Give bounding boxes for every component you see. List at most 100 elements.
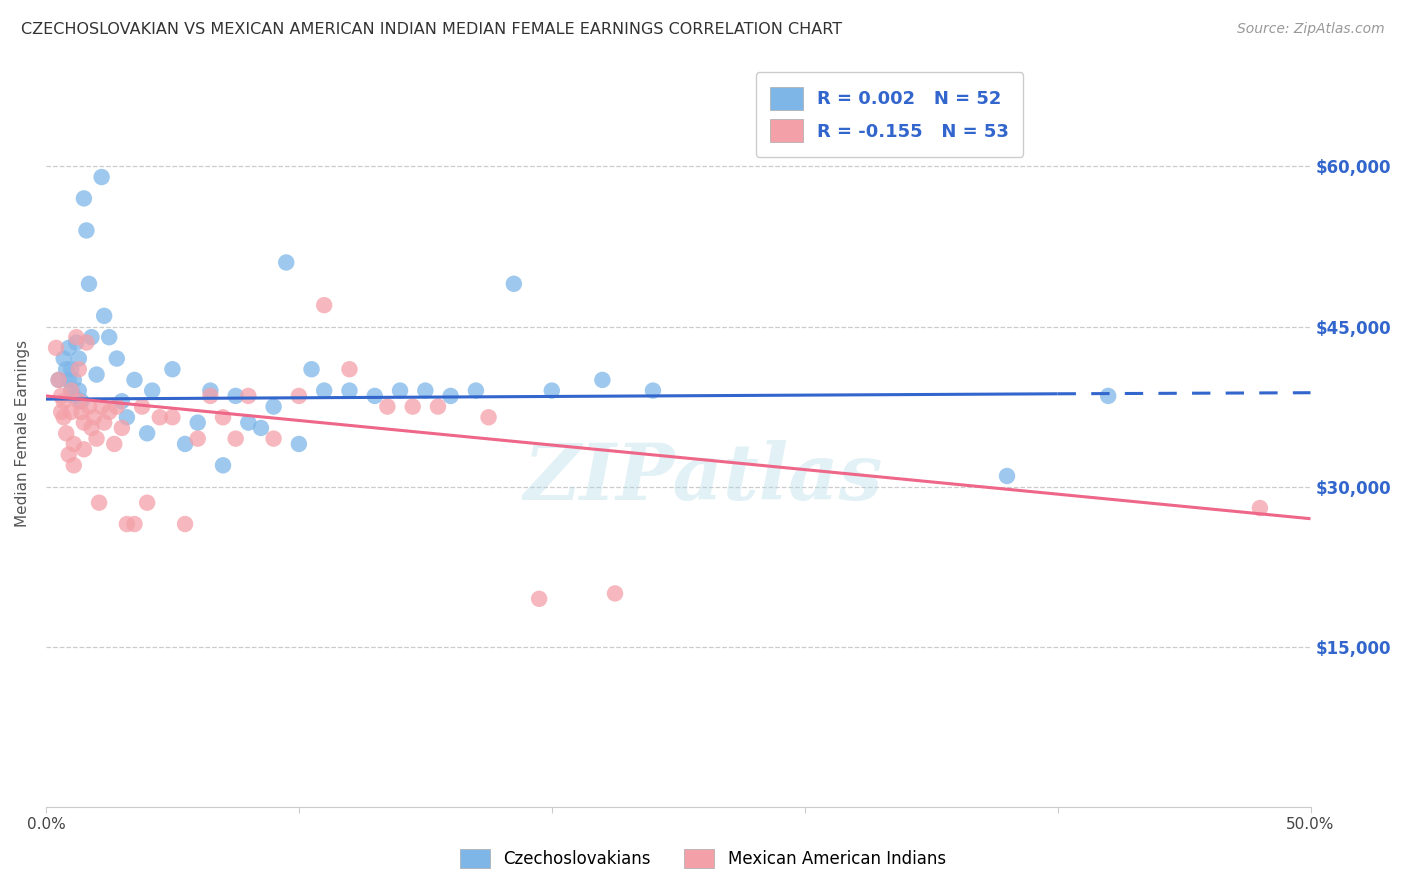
Point: [98, 405, 121, 419]
Y-axis label: Median Female Earnings: Median Female Earnings: [15, 340, 30, 527]
Point: [136, 426, 159, 441]
Point: [65, 330, 87, 344]
Point: [83, 410, 105, 425]
Point: [415, 384, 437, 398]
Point: [62, 373, 84, 387]
Point: [93, 416, 115, 430]
Point: [90, 169, 112, 184]
Point: [131, 400, 153, 414]
Text: ZIPatlas: ZIPatlas: [524, 440, 883, 516]
Point: [90, 400, 112, 414]
Point: [55, 426, 77, 441]
Point: [225, 432, 247, 446]
Point: [389, 384, 412, 398]
Point: [52, 351, 75, 366]
Point: [402, 400, 425, 414]
Point: [45, 341, 67, 355]
Point: [105, 400, 128, 414]
Point: [62, 458, 84, 473]
Point: [225, 389, 247, 403]
Point: [641, 384, 664, 398]
Point: [339, 362, 361, 376]
Point: [111, 421, 134, 435]
Point: [527, 591, 550, 606]
Point: [80, 421, 103, 435]
Point: [141, 384, 163, 398]
Point: [464, 384, 486, 398]
Point: [238, 416, 260, 430]
Point: [67, 384, 90, 398]
Point: [288, 437, 311, 451]
Point: [301, 362, 323, 376]
Point: [73, 416, 96, 430]
Point: [162, 362, 184, 376]
Point: [314, 298, 336, 312]
Point: [86, 432, 108, 446]
Point: [1097, 389, 1119, 403]
Point: [540, 384, 562, 398]
Point: [212, 458, 235, 473]
Text: CZECHOSLOVAKIAN VS MEXICAN AMERICAN INDIAN MEDIAN FEMALE EARNINGS CORRELATION CH: CZECHOSLOVAKIAN VS MEXICAN AMERICAN INDI…: [21, 22, 842, 37]
Point: [603, 586, 626, 600]
Point: [339, 384, 361, 398]
Point: [103, 437, 125, 451]
Point: [58, 341, 80, 355]
Point: [62, 437, 84, 451]
Legend: R = 0.002   N = 52, R = -0.155   N = 53: R = 0.002 N = 52, R = -0.155 N = 53: [755, 72, 1024, 157]
Point: [440, 389, 463, 403]
Point: [200, 389, 222, 403]
Point: [187, 432, 209, 446]
Point: [86, 368, 108, 382]
Point: [187, 416, 209, 430]
Point: [427, 400, 450, 414]
Point: [995, 469, 1018, 483]
Point: [62, 389, 84, 403]
Point: [70, 405, 93, 419]
Point: [55, 362, 77, 376]
Point: [149, 410, 172, 425]
Point: [49, 405, 72, 419]
Point: [124, 373, 146, 387]
Point: [87, 496, 110, 510]
Point: [60, 405, 83, 419]
Point: [105, 351, 128, 366]
Point: [502, 277, 524, 291]
Point: [115, 410, 138, 425]
Point: [276, 255, 298, 269]
Point: [80, 330, 103, 344]
Point: [364, 389, 387, 403]
Point: [70, 394, 93, 409]
Point: [67, 351, 90, 366]
Point: [1249, 501, 1271, 516]
Point: [48, 373, 70, 387]
Point: [49, 389, 72, 403]
Point: [67, 362, 90, 376]
Point: [212, 410, 235, 425]
Text: Source: ZipAtlas.com: Source: ZipAtlas.com: [1237, 22, 1385, 37]
Point: [136, 496, 159, 510]
Point: [200, 384, 222, 398]
Point: [67, 394, 90, 409]
Point: [75, 223, 97, 237]
Point: [52, 394, 75, 409]
Point: [111, 394, 134, 409]
Point: [93, 309, 115, 323]
Point: [48, 373, 70, 387]
Point: [263, 400, 285, 414]
Point: [314, 384, 336, 398]
Point: [263, 432, 285, 446]
Point: [162, 410, 184, 425]
Point: [73, 442, 96, 457]
Point: [60, 384, 83, 398]
Point: [174, 516, 197, 531]
Legend: Czechoslovakians, Mexican American Indians: Czechoslovakians, Mexican American India…: [454, 842, 952, 875]
Point: [98, 330, 121, 344]
Point: [58, 448, 80, 462]
Point: [65, 335, 87, 350]
Point: [477, 410, 499, 425]
Point: [73, 191, 96, 205]
Point: [238, 389, 260, 403]
Point: [115, 516, 138, 531]
Point: [77, 400, 100, 414]
Point: [288, 389, 311, 403]
